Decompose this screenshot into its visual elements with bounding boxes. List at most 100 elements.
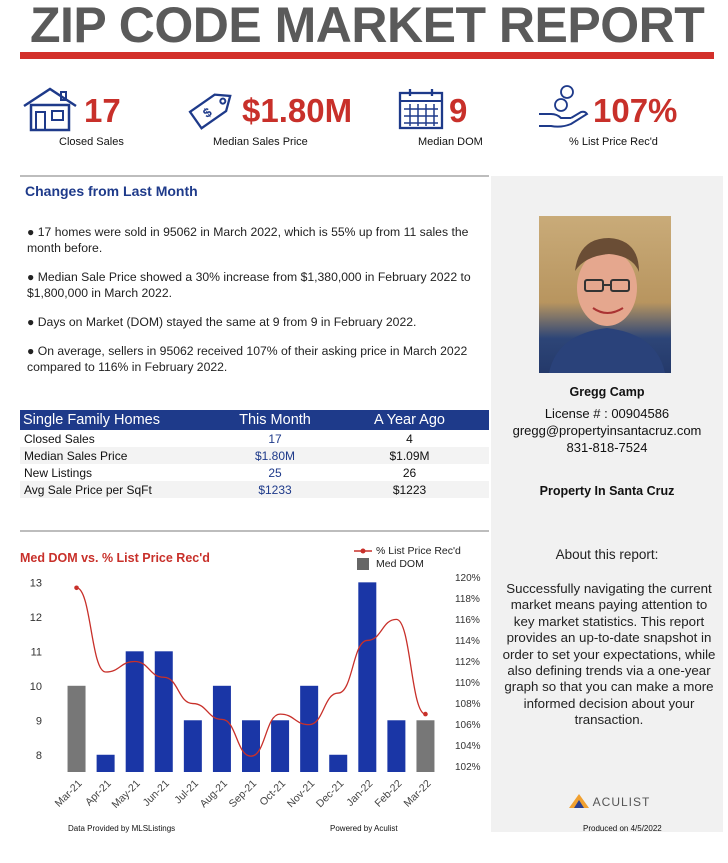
y-left-tick-label: 10 <box>30 681 42 693</box>
x-tick-label: Jan-22 <box>344 778 375 809</box>
footer-powered-by: Powered by Aculist <box>330 824 398 833</box>
hand-coins-icon <box>539 85 589 128</box>
table-cell-this-month: 17 <box>268 431 282 446</box>
section-divider <box>20 175 489 177</box>
legend-bar-swatch <box>357 558 369 570</box>
table-header: Single Family Homes <box>20 410 220 430</box>
stat-label: Median DOM <box>418 136 483 148</box>
bullet-item: ● On average, sellers in 95062 received … <box>27 344 468 374</box>
aculist-logo-text: ACULIST <box>592 795 651 809</box>
agent-portrait-image <box>549 238 665 373</box>
footer-data-source: Data Provided by MLSListings <box>68 824 176 833</box>
aculist-logo-icon <box>569 794 589 808</box>
table-header-row: Single Family Homes This Month A Year Ag… <box>20 410 489 430</box>
section-divider <box>20 530 489 532</box>
stat-label: Closed Sales <box>59 136 124 148</box>
chart-bar <box>67 685 86 772</box>
table-cell-year-ago: 4 <box>406 431 413 446</box>
table-cell-year-ago: $1.09M <box>330 447 489 464</box>
stat-value: $1.80M <box>242 92 353 129</box>
changes-bullets: ● 17 homes were sold in 95062 in March 2… <box>27 224 477 388</box>
legend-line-marker <box>354 548 372 554</box>
aculist-logo: ACULIST <box>569 794 650 809</box>
calendar-icon <box>398 89 444 130</box>
list-price-point <box>74 585 79 591</box>
list-price-point <box>423 711 428 717</box>
bullet-item: ● Days on Market (DOM) stayed the same a… <box>27 315 417 329</box>
stat-value: 9 <box>449 92 468 129</box>
y-right-tick-label: 110% <box>455 678 480 689</box>
agent-phone[interactable]: 831-818-7524 <box>566 440 648 455</box>
table-row: Closed Sales 17 4 <box>20 430 489 447</box>
chart-bar <box>154 651 173 772</box>
table-header: This Month <box>220 410 330 430</box>
x-tick-label: Mar-21 <box>53 778 85 810</box>
legend-label: Med DOM <box>376 558 424 570</box>
table-cell-this-month: $1.80M <box>220 447 330 464</box>
chart-bar <box>125 651 144 772</box>
chart-bar <box>329 754 348 772</box>
chart-bar <box>212 685 231 772</box>
x-tick-label: Sep-21 <box>227 778 260 811</box>
table-row: Median Sales Price $1.80M $1.09M <box>20 447 489 464</box>
table-cell-this-month: $1233 <box>220 481 330 498</box>
chart-bar <box>416 720 435 772</box>
table-cell-this-month: 25 <box>268 465 282 480</box>
y-right-tick-label: 106% <box>455 720 481 731</box>
agent-email[interactable]: gregg@propertyinsantacruz.com <box>512 423 702 438</box>
chart-title: Med DOM vs. % List Price Rec'd <box>20 551 210 565</box>
price-tag-icon: $ <box>188 93 232 130</box>
table-cell-label: New Listings <box>24 465 93 480</box>
med-dom-vs-list-price-chart: 8 9 10 11 12 13 102% 104% 106% 108% 110% 112% 114% 11… <box>30 573 481 811</box>
changes-title: Changes from Last Month <box>25 183 198 199</box>
stat-label: Median Sales Price <box>213 136 308 148</box>
y-right-tick-label: 114% <box>455 636 480 647</box>
legend-label: % List Price Rec'd <box>376 545 461 557</box>
y-right-tick-label: 118% <box>455 594 480 605</box>
list-price-line <box>76 587 426 757</box>
x-tick-label: Jun-21 <box>141 778 172 809</box>
single-family-homes-table: Single Family Homes This Month A Year Ag… <box>20 410 489 498</box>
table-row: Avg Sale Price per SqFt $1233 $1223 <box>20 481 489 498</box>
y-right-tick-label: 120% <box>455 573 481 584</box>
stat-label: % List Price Rec'd <box>569 136 658 148</box>
table-cell-label: Closed Sales <box>24 431 95 446</box>
x-tick-label: Dec-21 <box>314 778 347 811</box>
x-tick-label: Mar-22 <box>402 778 434 810</box>
chart-bar <box>242 720 260 772</box>
chart-bar <box>271 720 290 772</box>
stat-value: 17 <box>84 92 121 129</box>
table-row: New Listings 25 26 <box>20 464 489 481</box>
x-tick-label: Nov-21 <box>285 778 318 811</box>
table-cell-year-ago: $1223 <box>330 481 489 498</box>
y-right-tick-label: 104% <box>455 741 481 752</box>
y-right-tick-label: 112% <box>455 657 480 668</box>
agent-photo <box>539 216 671 373</box>
y-right-tick-label: 116% <box>455 615 480 626</box>
report-title: ZIP CODE MARKET REPORT <box>30 0 705 53</box>
table-header: A Year Ago <box>330 410 489 430</box>
table-cell-label: Avg Sale Price per SqFt <box>20 481 220 498</box>
about-title: About this report: <box>555 547 659 562</box>
stat-value: 107% <box>593 92 678 129</box>
x-tick-label: Feb-22 <box>372 778 404 810</box>
about-text: Successfully navigating the current mark… <box>502 581 716 728</box>
agent-company: Property In Santa Cruz <box>539 484 675 498</box>
footer-produced-on: Produced on 4/5/2022 <box>583 824 662 833</box>
chart-bar <box>387 720 406 772</box>
table-cell-label: Median Sales Price <box>20 447 220 464</box>
y-right-tick-label: 108% <box>455 699 481 710</box>
chart-bar <box>358 582 377 772</box>
y-left-tick-label: 9 <box>36 715 42 727</box>
agent-sidebar: Gregg Camp License # : 00904586 gregg@pr… <box>491 176 723 832</box>
svg-text:$: $ <box>200 104 215 121</box>
title-underline <box>20 52 714 59</box>
y-left-tick-label: 13 <box>30 577 42 589</box>
bullet-item: ● 17 homes were sold in 95062 in March 2… <box>27 225 469 255</box>
y-left-tick-label: 11 <box>31 646 42 658</box>
chart-bar <box>300 685 319 772</box>
y-left-tick-label: 8 <box>36 750 42 762</box>
y-left-tick-label: 12 <box>30 612 42 624</box>
chart-bar <box>96 754 115 772</box>
y-right-tick-label: 102% <box>455 762 481 773</box>
